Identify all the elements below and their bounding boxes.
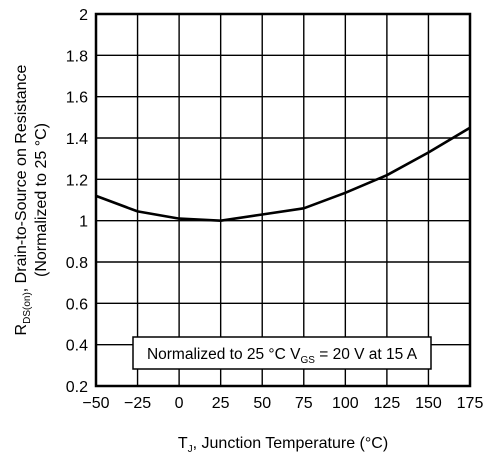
y-tick-label: 0.6 xyxy=(66,296,88,313)
annotation-sub: GS xyxy=(300,355,315,366)
y-tick-label: 1.6 xyxy=(66,90,88,107)
x-tick-label: 175 xyxy=(457,395,484,412)
y-axis-label-main: R xyxy=(13,324,30,336)
y-axis-label-line2: (Normalized to 25 °C) xyxy=(33,123,50,277)
x-tick-labels: −50 −25 0 25 50 75 100 125 150 175 xyxy=(82,395,483,412)
x-axis-label-rest: , Junction Temperature (°C) xyxy=(193,435,389,452)
x-tick-label: 75 xyxy=(295,395,313,412)
grid-lines xyxy=(95,13,471,387)
y-tick-label: 0.2 xyxy=(66,379,88,396)
y-tick-label: 2 xyxy=(79,7,88,24)
x-tick-label: 100 xyxy=(332,395,359,412)
y-tick-labels: 0.2 0.4 0.6 0.8 1 1.2 1.4 1.6 1.8 2 xyxy=(66,7,88,396)
x-tick-label: 0 xyxy=(175,395,184,412)
y-tick-label: 1.8 xyxy=(66,48,88,65)
y-axis-label-sub: DS(on) xyxy=(22,292,33,324)
x-tick-label: 50 xyxy=(253,395,271,412)
y-tick-label: 1.4 xyxy=(66,131,88,148)
annotation-frame xyxy=(132,336,432,370)
annotation-box: Normalized to 25 °C VGS = 20 V at 15 A xyxy=(132,336,432,370)
x-axis-label: TJ, Junction Temperature (°C) xyxy=(178,435,388,455)
annotation-part-b: = 20 V at 15 A xyxy=(315,346,418,363)
annotation-part-a: Normalized to 25 °C V xyxy=(147,346,301,363)
x-tick-label: 25 xyxy=(212,395,230,412)
y-tick-label: 0.4 xyxy=(66,338,88,355)
x-tick-label: −25 xyxy=(124,395,151,412)
y-axis-label-rest: , Drain-to-Source on Resistance xyxy=(13,64,30,292)
y-axis-label-line1: RDS(on), Drain-to-Source on Resistance xyxy=(13,64,33,335)
y-tick-label: 1.2 xyxy=(66,172,88,189)
plot-frame xyxy=(94,12,472,388)
y-axis-label-group: RDS(on), Drain-to-Source on Resistance (… xyxy=(13,64,50,335)
x-axis-label-main: T xyxy=(178,435,188,452)
series-line xyxy=(95,126,471,222)
annotation-text: Normalized to 25 °C VGS = 20 V at 15 A xyxy=(147,346,418,366)
y-tick-label: 0.8 xyxy=(66,255,88,272)
x-tick-label: −50 xyxy=(82,395,109,412)
x-tick-label: 150 xyxy=(415,395,442,412)
y-tick-label: 1 xyxy=(79,214,88,231)
x-axis-label-sub: J xyxy=(188,444,193,455)
x-tick-label: 125 xyxy=(374,395,401,412)
